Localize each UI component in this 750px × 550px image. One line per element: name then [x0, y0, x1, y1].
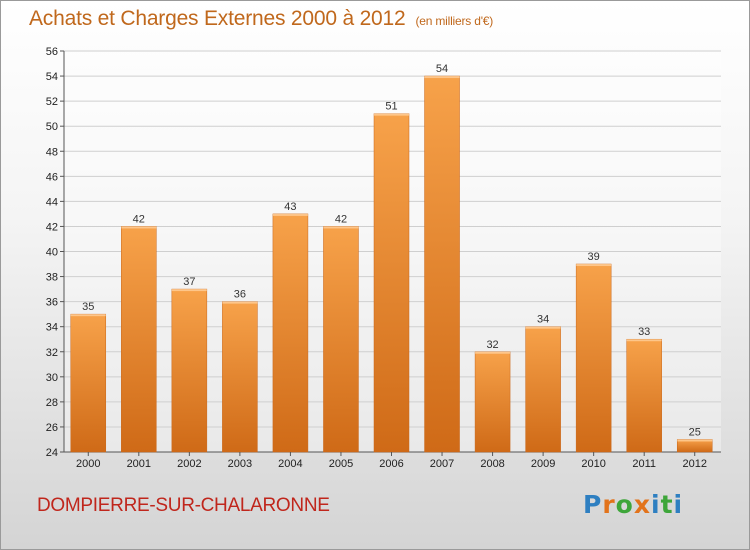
y-tick-label: 28	[46, 397, 58, 409]
y-tick-label: 40	[46, 247, 58, 259]
bar-value-label: 37	[183, 276, 195, 288]
y-tick-label: 42	[46, 221, 58, 233]
chart-title-text: Achats et Charges Externes 2000 à 2012	[29, 7, 406, 30]
x-tick-label: 2005	[329, 458, 353, 470]
chart-title: Achats et Charges Externes 2000 à 2012 (e…	[29, 7, 493, 31]
y-tick-label: 38	[46, 272, 58, 284]
bar-highlight	[171, 289, 207, 292]
x-tick-label: 2003	[228, 458, 252, 470]
bar-value-label: 42	[335, 213, 347, 225]
logo-letter: x	[633, 490, 651, 519]
bar	[626, 338, 662, 453]
bar-value-label: 51	[385, 101, 397, 113]
y-tick-label: 26	[46, 422, 58, 434]
bar	[373, 113, 410, 453]
bar	[323, 226, 359, 453]
y-tick-label: 34	[46, 322, 58, 334]
y-tick-label: 48	[46, 146, 58, 158]
x-tick-label: 2004	[278, 458, 302, 470]
logo-letter: i	[651, 490, 661, 519]
y-tick-label: 56	[46, 46, 58, 58]
y-tick-label: 32	[46, 347, 58, 359]
bar-value-label: 42	[133, 213, 145, 225]
x-tick-label: 2002	[177, 458, 201, 470]
bar-highlight	[626, 339, 662, 342]
logo-letter: t	[660, 490, 674, 519]
bar-value-label: 54	[436, 63, 448, 75]
bar-highlight	[374, 113, 409, 116]
bar-value-label: 32	[486, 339, 498, 351]
bar	[171, 288, 208, 453]
y-tick-label: 54	[46, 71, 58, 83]
bar	[474, 351, 511, 453]
bar	[222, 301, 258, 453]
bar-value-label: 39	[588, 251, 600, 263]
place-name: DOMPIERRE-SUR-CHALARONNE	[37, 495, 330, 516]
logo-letter: o	[615, 490, 634, 519]
x-tick-label: 2001	[127, 458, 151, 470]
proxiti-logo: Proxiti	[583, 490, 683, 519]
bar-highlight	[424, 76, 460, 79]
bar	[70, 313, 107, 453]
y-tick-label: 24	[46, 447, 58, 459]
x-tick-label: 2011	[632, 458, 656, 470]
x-tick-label: 2006	[379, 458, 403, 470]
logo-letter: P	[583, 490, 603, 519]
bar	[272, 213, 309, 453]
bar-value-label: 25	[689, 426, 701, 438]
bar	[121, 226, 157, 453]
bar-highlight	[121, 226, 157, 229]
bar-value-label: 36	[234, 289, 246, 301]
y-tick-label: 30	[46, 372, 58, 384]
y-tick-label: 46	[46, 171, 58, 183]
bar-value-label: 35	[82, 301, 94, 313]
bar-highlight	[323, 226, 359, 229]
bar	[575, 263, 612, 453]
bar-value-label: 43	[284, 201, 296, 213]
y-tick-label: 52	[46, 96, 58, 108]
y-tick-label: 50	[46, 121, 58, 133]
bar-highlight	[70, 314, 106, 317]
logo-letter: r	[602, 490, 616, 519]
bar-highlight	[677, 439, 713, 442]
bar	[525, 326, 561, 453]
x-tick-label: 2008	[480, 458, 504, 470]
bar-highlight	[272, 213, 308, 216]
bar-highlight	[576, 264, 612, 267]
chart-subtitle: (en milliers d'€)	[415, 14, 494, 28]
bar-highlight	[525, 326, 561, 329]
x-tick-label: 2010	[581, 458, 605, 470]
bar	[424, 75, 460, 453]
y-tick-label: 44	[46, 196, 58, 208]
logo-letter: i	[673, 490, 684, 519]
x-tick-label: 2000	[76, 458, 100, 470]
x-tick-label: 2012	[682, 458, 706, 470]
bar-highlight	[475, 351, 511, 354]
bar-value-label: 34	[537, 314, 549, 326]
x-tick-label: 2009	[531, 458, 555, 470]
bar-highlight	[222, 301, 258, 304]
y-tick-label: 36	[46, 297, 58, 309]
x-tick-label: 2007	[430, 458, 454, 470]
bar-value-label: 33	[638, 326, 650, 338]
